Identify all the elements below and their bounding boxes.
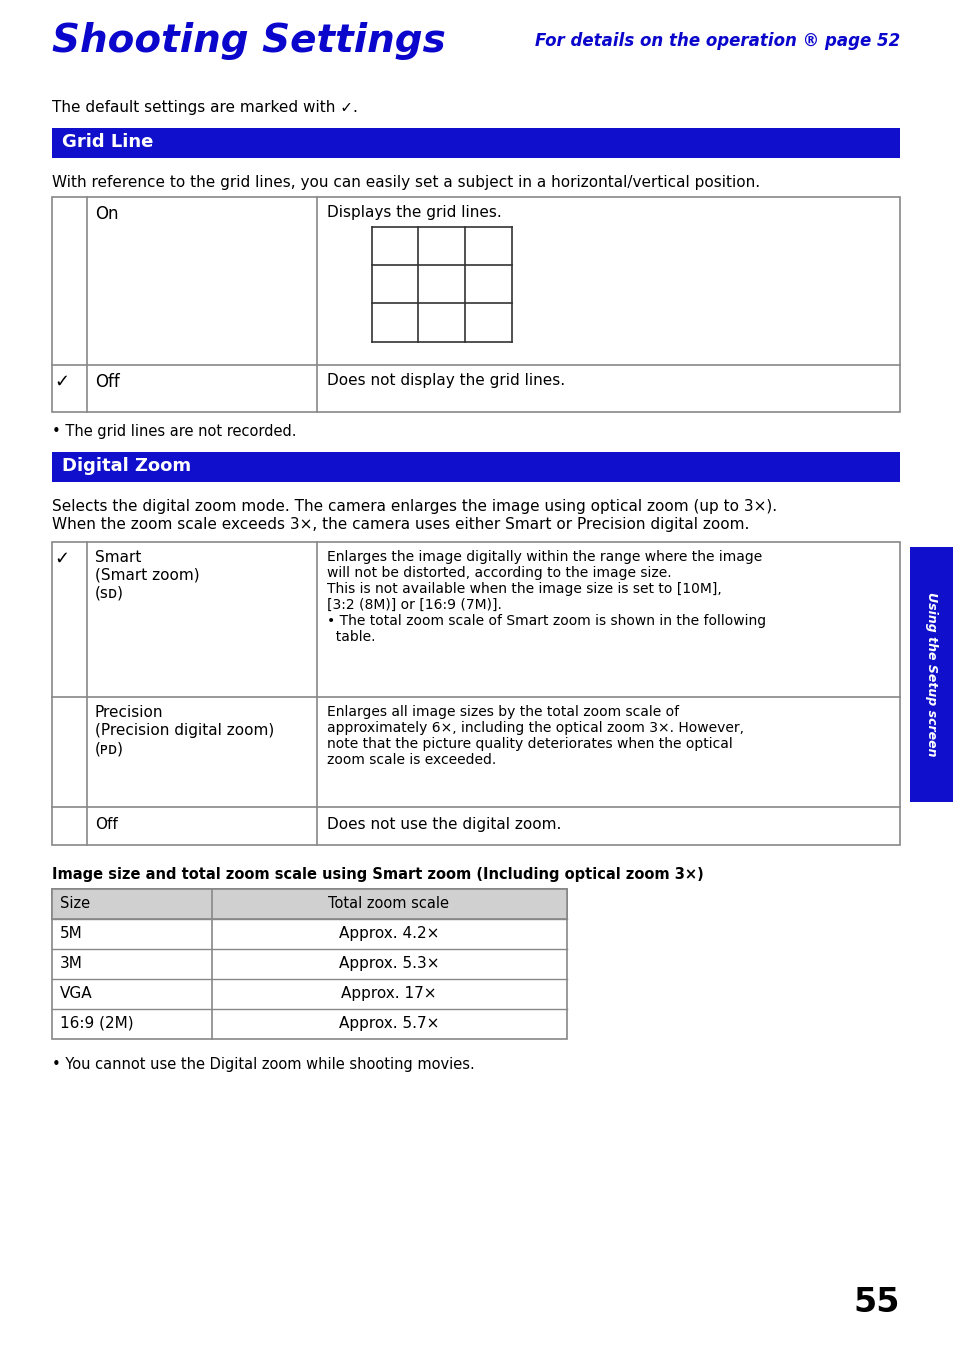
Text: • The total zoom scale of Smart zoom is shown in the following: • The total zoom scale of Smart zoom is … [327, 613, 765, 628]
Text: Enlarges the image digitally within the range where the image: Enlarges the image digitally within the … [327, 550, 761, 565]
Text: For details on the operation ® page 52: For details on the operation ® page 52 [535, 33, 899, 50]
Text: VGA: VGA [60, 987, 92, 1001]
Text: 5M: 5M [60, 925, 83, 940]
Text: Enlarges all image sizes by the total zoom scale of: Enlarges all image sizes by the total zo… [327, 706, 679, 719]
Text: The default settings are marked with ✓.: The default settings are marked with ✓. [52, 100, 357, 115]
Text: [3:2 (8M)] or [16:9 (7M)].: [3:2 (8M)] or [16:9 (7M)]. [327, 598, 501, 612]
Text: Does not display the grid lines.: Does not display the grid lines. [327, 373, 564, 388]
Text: Selects the digital zoom mode. The camera enlarges the image using optical zoom : Selects the digital zoom mode. The camer… [52, 499, 777, 514]
Text: Size: Size [60, 896, 90, 911]
Text: Does not use the digital zoom.: Does not use the digital zoom. [327, 817, 560, 832]
Text: will not be distorted, according to the image size.: will not be distorted, according to the … [327, 566, 671, 579]
Text: • You cannot use the Digital zoom while shooting movies.: • You cannot use the Digital zoom while … [52, 1057, 475, 1072]
Text: With reference to the grid lines, you can easily set a subject in a horizontal/v: With reference to the grid lines, you ca… [52, 175, 760, 190]
Text: Image size and total zoom scale using Smart zoom (Including optical zoom 3×): Image size and total zoom scale using Sm… [52, 867, 703, 882]
Text: When the zoom scale exceeds 3×, the camera uses either Smart or Precision digita: When the zoom scale exceeds 3×, the came… [52, 517, 749, 532]
Text: On: On [95, 205, 118, 223]
Text: (sᴅ): (sᴅ) [95, 586, 124, 601]
Text: (ᴘᴅ): (ᴘᴅ) [95, 741, 124, 756]
Text: Approx. 4.2×: Approx. 4.2× [338, 925, 438, 940]
Text: zoom scale is exceeded.: zoom scale is exceeded. [327, 753, 496, 767]
Text: (Smart zoom): (Smart zoom) [95, 569, 199, 584]
Bar [52, 452, 899, 482]
Text: table.: table. [327, 630, 375, 645]
Text: • The grid lines are not recorded.: • The grid lines are not recorded. [52, 423, 296, 440]
Text: approximately 6×, including the optical zoom 3×. However,: approximately 6×, including the optical … [327, 721, 743, 735]
Text: Total zoom scale: Total zoom scale [328, 896, 449, 911]
Text: Digital Zoom: Digital Zoom [62, 457, 191, 475]
Text: Precision: Precision [95, 706, 163, 721]
Text: ✓: ✓ [54, 550, 69, 569]
Text: Grid Line: Grid Line [62, 133, 153, 151]
Text: note that the picture quality deteriorates when the optical: note that the picture quality deteriorat… [327, 737, 732, 750]
Bar [52, 128, 899, 157]
Text: This is not available when the image size is set to [10M],: This is not available when the image siz… [327, 582, 721, 596]
Text: Off: Off [95, 373, 120, 391]
Text: (Precision digital zoom): (Precision digital zoom) [95, 723, 274, 738]
Bar [909, 547, 953, 802]
Text: Smart: Smart [95, 550, 141, 565]
Text: Off: Off [95, 817, 117, 832]
Text: 3M: 3M [60, 955, 83, 972]
Bar [52, 889, 566, 1039]
Text: Using the Setup screen: Using the Setup screen [924, 592, 938, 756]
Text: Shooting Settings: Shooting Settings [52, 22, 445, 60]
Bar [52, 889, 566, 919]
Text: Approx. 17×: Approx. 17× [341, 987, 436, 1001]
Text: ✓: ✓ [54, 373, 69, 391]
Bar [52, 541, 899, 845]
Text: Approx. 5.7×: Approx. 5.7× [338, 1016, 438, 1031]
Text: Displays the grid lines.: Displays the grid lines. [327, 205, 501, 220]
Text: 55: 55 [853, 1286, 899, 1319]
Text: Approx. 5.3×: Approx. 5.3× [338, 955, 438, 972]
Text: 16:9 (2M): 16:9 (2M) [60, 1016, 133, 1031]
Bar [52, 889, 566, 919]
Bar [52, 197, 899, 413]
